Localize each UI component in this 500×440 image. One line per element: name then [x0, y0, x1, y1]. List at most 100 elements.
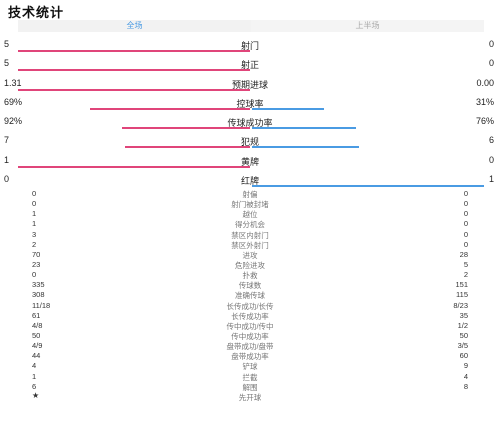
home-value: 5	[4, 58, 10, 69]
stat-label: 射偏	[242, 190, 258, 199]
away-value: 151	[455, 280, 468, 290]
stat-label: 预期进球	[231, 79, 268, 90]
away-value: 0	[463, 219, 468, 229]
home-value: 5	[4, 39, 10, 49]
home-value: 92%	[4, 116, 23, 127]
stat-row: 44 盘带成功率 60	[0, 350, 500, 362]
stat-row: 4 铲球 9	[0, 360, 500, 371]
stat-label: 扑救	[242, 271, 258, 281]
away-value: 5	[463, 259, 468, 269]
away-value: 0	[488, 58, 494, 69]
tab-full-match[interactable]: 全场	[18, 20, 251, 32]
away-value: 3/5	[457, 341, 468, 351]
home-value: 1	[32, 209, 37, 219]
stat-label: 得分机会	[235, 220, 265, 230]
away-value: 0.00	[476, 77, 494, 88]
home-value: 7	[4, 135, 10, 146]
stat-row: 0 扑救 2	[0, 269, 500, 281]
stat-row: 1 越位 0	[0, 208, 500, 219]
away-value: 76%	[475, 116, 494, 127]
stat-row: 0 射门被封堵 0	[0, 198, 500, 209]
home-bar	[18, 50, 250, 52]
period-tabs: 全场 上半场	[18, 20, 484, 32]
away-value: 0	[463, 209, 468, 219]
home-value: 2	[32, 239, 37, 249]
tab-first-half[interactable]: 上半场	[251, 20, 484, 32]
stat-label: 传中成功/传中	[226, 321, 274, 331]
home-bar	[18, 69, 250, 72]
bar-stat-row: 1 黄牌 0	[0, 152, 500, 171]
home-value: 6	[32, 381, 37, 391]
away-value: 1	[488, 174, 494, 185]
away-bar	[252, 185, 484, 188]
stat-row: 23 危险进攻 5	[0, 259, 500, 270]
stat-label: 危险进攻	[235, 260, 265, 270]
home-value: 0	[32, 270, 37, 280]
home-value: 1.31	[4, 77, 22, 88]
home-value: 11/18	[32, 300, 51, 310]
stat-row: 335 传球数 151	[0, 279, 500, 291]
home-value: 4	[32, 361, 37, 371]
home-value: 4/8	[32, 320, 43, 330]
away-value: 1/2	[457, 320, 468, 330]
away-value: 28	[459, 249, 468, 259]
stat-label: 射门	[240, 41, 259, 51]
away-value: 6	[488, 135, 494, 146]
away-value: 50	[459, 330, 468, 340]
stat-row: 0 射偏 0	[0, 188, 500, 199]
stat-label: 拦截	[242, 372, 258, 382]
away-value: 60	[459, 351, 468, 361]
home-value: 23	[32, 259, 41, 269]
stat-row: 3 禁区内射门 0	[0, 229, 500, 240]
away-value: 8/23	[453, 300, 468, 310]
stat-row: 2 禁区外射门 0	[0, 239, 500, 250]
stat-label: 禁区外射门	[231, 240, 269, 250]
stat-row: 4/8 传中成功/传中 1/2	[0, 320, 500, 331]
stats-list: 0 射偏 0 0 射门被封堵 0 1 越位 0 1 得分机会 0 3 禁区内射门 0 2 禁区外射门 0 70 进攻 2…	[0, 188, 500, 402]
stat-label: 长传成功/长传	[226, 301, 274, 311]
stat-label: 黄牌	[240, 156, 259, 167]
stat-row: 50 传中成功率 50	[0, 330, 500, 341]
away-value: 0	[463, 229, 468, 239]
away-value: 31%	[475, 96, 494, 107]
home-value: 0	[32, 189, 37, 198]
stat-row: 308 准确传球 115	[0, 289, 500, 301]
stat-label: 盘带成功率	[231, 352, 269, 362]
stat-label: 长传成功率	[231, 311, 269, 321]
away-value: 4	[463, 371, 468, 381]
home-value: 44	[32, 351, 41, 361]
stat-label: 传球成功率	[227, 118, 273, 129]
stat-label: 射正	[240, 60, 259, 71]
home-value: 1	[32, 219, 37, 229]
away-value: 35	[459, 310, 468, 320]
away-bar	[252, 127, 356, 130]
bar-stat-row: 92% 传球成功率 76%	[0, 113, 500, 132]
away-value: 2	[463, 270, 468, 280]
bar-stat-row: 0 红牌 1	[0, 171, 500, 190]
home-value: 335	[32, 280, 45, 290]
home-bar	[90, 107, 250, 110]
home-value: 0	[32, 199, 37, 209]
stat-label: 犯规	[240, 137, 259, 148]
away-value: 0	[463, 189, 468, 198]
stat-label: 先开球	[238, 392, 262, 402]
stat-label: 进攻	[242, 250, 258, 260]
stat-label: 准确传球	[235, 291, 265, 301]
first-kickoff-row: ★ 先开球	[0, 390, 500, 402]
stat-label: 盘带成功/盘带	[226, 342, 274, 352]
stat-label: 传球数	[238, 281, 262, 291]
stat-label: 解围	[242, 382, 258, 392]
away-value: 8	[463, 381, 468, 391]
away-bar	[252, 146, 359, 149]
star-icon: ★	[32, 390, 40, 400]
home-value: 0	[4, 174, 10, 185]
away-value: 0	[463, 239, 468, 249]
stat-row: 1 拦截 4	[0, 371, 500, 382]
away-value: 0	[463, 199, 468, 209]
home-value: 69%	[4, 96, 23, 107]
stat-label: 传中成功率	[231, 331, 269, 341]
stat-label: 控球率	[236, 98, 264, 109]
bar-stat-row: 69% 控球率 31%	[0, 94, 500, 113]
away-value: 0	[488, 154, 494, 165]
home-value: 61	[32, 310, 41, 320]
